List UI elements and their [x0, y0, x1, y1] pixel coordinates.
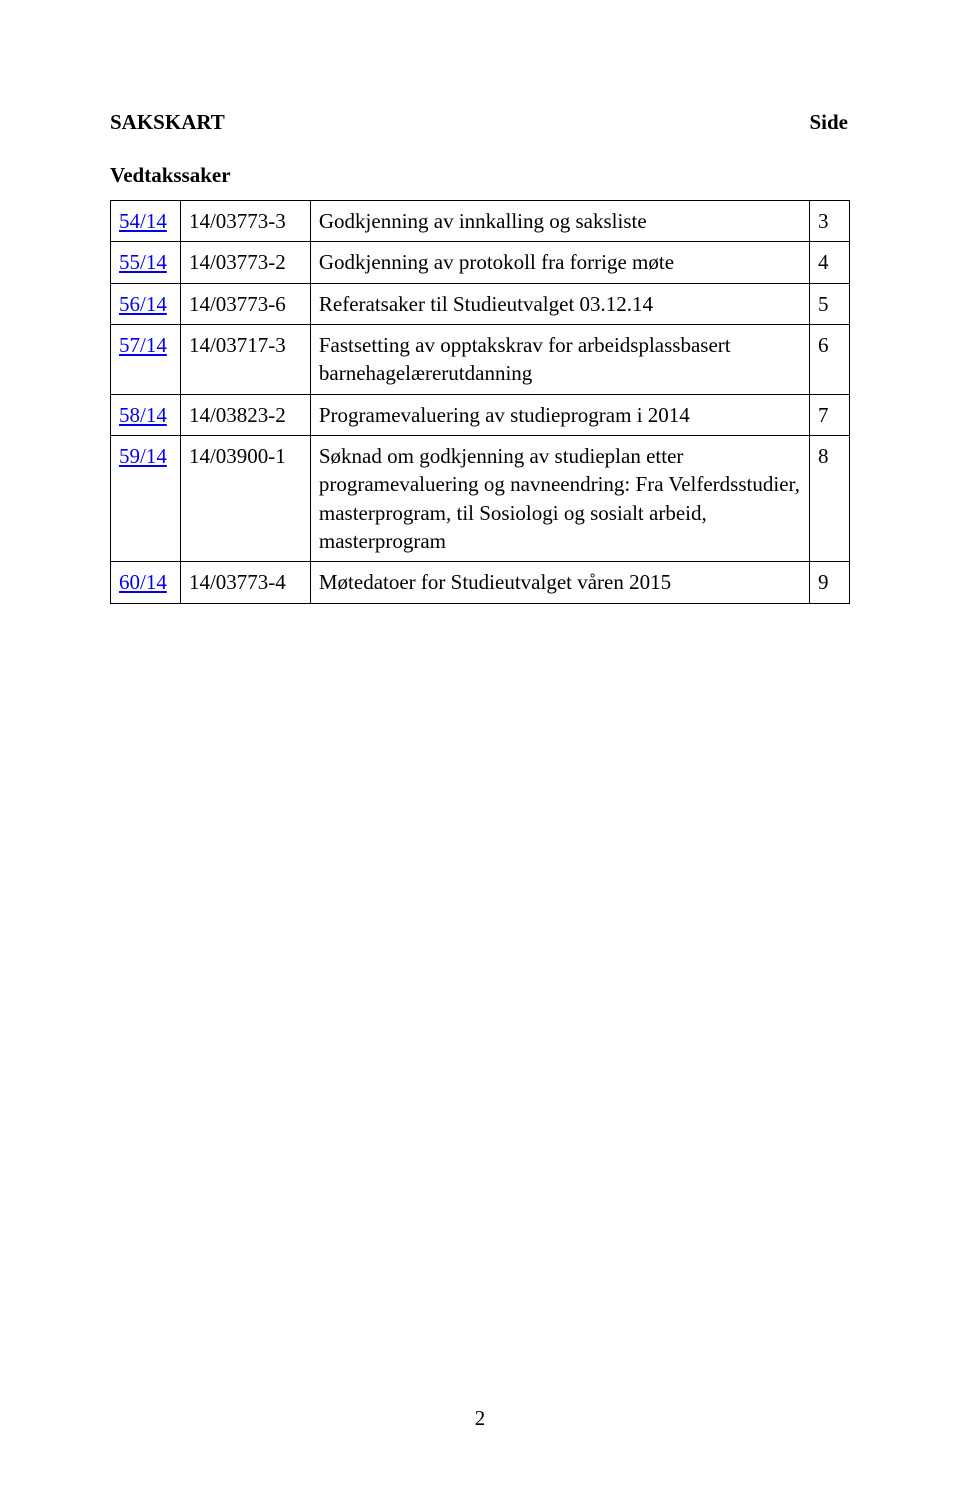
row-ref-link[interactable]: 55/14: [119, 250, 167, 274]
cases-table: 54/14 14/03773-3 Godkjenning av innkalli…: [110, 200, 850, 604]
row-num-cell: 3: [810, 201, 850, 242]
row-ref-cell: 59/14: [111, 436, 181, 562]
row-num-cell: 5: [810, 283, 850, 324]
page-number: 2: [0, 1406, 960, 1431]
row-code-cell: 14/03773-2: [180, 242, 310, 283]
row-ref-cell: 58/14: [111, 394, 181, 435]
page-title: SAKSKART: [110, 110, 225, 134]
row-ref-cell: 57/14: [111, 325, 181, 395]
row-desc-cell: Godkjenning av innkalling og saksliste: [310, 201, 809, 242]
row-num-cell: 7: [810, 394, 850, 435]
row-code-cell: 14/03773-4: [180, 562, 310, 603]
row-desc-cell: Referatsaker til Studieutvalget 03.12.14: [310, 283, 809, 324]
row-code-cell: 14/03773-3: [180, 201, 310, 242]
row-ref-link[interactable]: 59/14: [119, 444, 167, 468]
row-ref-cell: 56/14: [111, 283, 181, 324]
row-desc-cell: Søknad om godkjenning av studieplan ette…: [310, 436, 809, 562]
section-title: Vedtakssaker: [110, 163, 850, 188]
row-num-cell: 8: [810, 436, 850, 562]
row-ref-cell: 55/14: [111, 242, 181, 283]
row-ref-link[interactable]: 58/14: [119, 403, 167, 427]
row-ref-link[interactable]: 56/14: [119, 292, 167, 316]
row-ref-cell: 54/14: [111, 201, 181, 242]
table-row: 54/14 14/03773-3 Godkjenning av innkalli…: [111, 201, 850, 242]
row-desc-cell: Fastsetting av opptakskrav for arbeidspl…: [310, 325, 809, 395]
row-ref-link[interactable]: 60/14: [119, 570, 167, 594]
table-row: 58/14 14/03823-2 Programevaluering av st…: [111, 394, 850, 435]
row-code-cell: 14/03717-3: [180, 325, 310, 395]
row-num-cell: 6: [810, 325, 850, 395]
row-desc-cell: Godkjenning av protokoll fra forrige møt…: [310, 242, 809, 283]
row-code-cell: 14/03823-2: [180, 394, 310, 435]
table-row: 60/14 14/03773-4 Møtedatoer for Studieut…: [111, 562, 850, 603]
table-row: 59/14 14/03900-1 Søknad om godkjenning a…: [111, 436, 850, 562]
row-num-cell: 9: [810, 562, 850, 603]
side-label: Side: [809, 110, 848, 135]
row-desc-cell: Møtedatoer for Studieutvalget våren 2015: [310, 562, 809, 603]
table-row: 57/14 14/03717-3 Fastsetting av opptaksk…: [111, 325, 850, 395]
row-num-cell: 4: [810, 242, 850, 283]
table-row: 56/14 14/03773-6 Referatsaker til Studie…: [111, 283, 850, 324]
row-code-cell: 14/03900-1: [180, 436, 310, 562]
row-ref-link[interactable]: 54/14: [119, 209, 167, 233]
row-ref-cell: 60/14: [111, 562, 181, 603]
row-ref-link[interactable]: 57/14: [119, 333, 167, 357]
table-row: 55/14 14/03773-2 Godkjenning av protokol…: [111, 242, 850, 283]
row-code-cell: 14/03773-6: [180, 283, 310, 324]
row-desc-cell: Programevaluering av studieprogram i 201…: [310, 394, 809, 435]
